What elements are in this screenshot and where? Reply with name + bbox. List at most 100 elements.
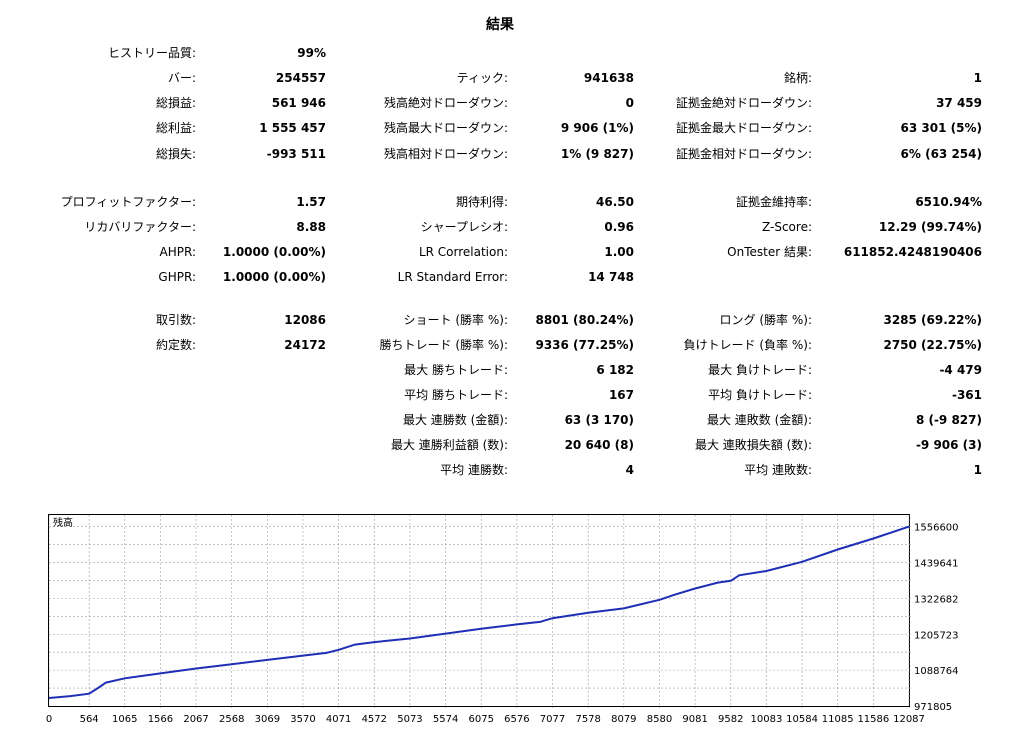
stat-value: -361 [951, 388, 982, 402]
stat-label: 残高相対ドローダウン: [383, 147, 508, 161]
stat-value: 12086 [284, 313, 326, 327]
x-tick-label: 6075 [469, 714, 494, 725]
stat-label: 残高最大ドローダウン: [383, 121, 508, 135]
stats-row: 総損失: -993 511 残高相対ドローダウン: 1% (9 827) 証拠金相対ドロ… [0, 145, 1024, 163]
y-tick-label: 1439641 [914, 559, 959, 570]
stat-label: 取引数: [155, 313, 196, 327]
report-title: 結果 [486, 17, 514, 33]
stats-row: 総損益: 561 946 残高絶対ドローダウン: 0 証拠金絶対ドローダウン: 37 45… [0, 94, 1024, 112]
stat-label: LR Standard Error: [397, 270, 508, 284]
stat-label: 総損失: [155, 147, 196, 161]
stats-row: 平均 連勝数: 4 平均 連敗数: 1 [0, 461, 1024, 479]
stat-label: 最大 連勝利益額 (数): [390, 438, 508, 452]
stat-value: 99% [297, 46, 326, 60]
stats-row: 取引数: 12086 ショート (勝率 %): 8801 (80.24%) ロング (勝… [0, 311, 1024, 329]
stat-label: 平均 負けトレード: [708, 388, 812, 402]
x-tick-label: 7578 [575, 714, 600, 725]
stats-row: GHPR: 1.0000 (0.00%) LR Standard Error: 14 … [0, 268, 1024, 286]
stat-value: 46.50 [596, 195, 634, 209]
stat-value: 1 555 457 [259, 121, 326, 135]
stat-value: 941638 [583, 71, 634, 85]
stat-value: 1.0000 (0.00%) [222, 270, 326, 284]
stat-value: -4 479 [939, 363, 982, 377]
stat-label: 最大 連勝数 (金額): [402, 413, 508, 427]
stats-row: ヒストリー品質: 99% [0, 44, 1024, 62]
stat-value: 37 459 [936, 96, 982, 110]
stat-value: 9 906 (1%) [560, 121, 634, 135]
stat-label: OnTester 結果: [727, 245, 812, 259]
stat-value: 1.57 [296, 195, 326, 209]
stats-row: 総利益: 1 555 457 残高最大ドローダウン: 9 906 (1%) 証拠金最大ド… [0, 119, 1024, 137]
stat-value: 1 [973, 463, 982, 477]
x-tick-label: 5073 [397, 714, 422, 725]
stat-label: LR Correlation: [418, 245, 508, 259]
stats-row: リカバリファクター: 8.88 シャープレシオ: 0.96 Z-Score: 12.29 … [0, 218, 1024, 236]
balance-chart: 残高 [48, 514, 911, 708]
stat-value: 1 [973, 71, 982, 85]
stat-value: 9336 (77.25%) [535, 338, 634, 352]
x-tick-label: 10584 [786, 714, 818, 725]
stat-value: 167 [608, 388, 634, 402]
stat-value: 20 640 (8) [564, 438, 634, 452]
stat-value: -993 511 [266, 147, 326, 161]
stat-label: リカバリファクター: [84, 220, 196, 234]
x-tick-label: 10083 [751, 714, 783, 725]
stat-label: バー: [167, 71, 196, 85]
stat-label: 最大 勝ちトレード: [404, 363, 508, 377]
stat-label: Z-Score: [762, 220, 812, 234]
x-tick-label: 1566 [148, 714, 173, 725]
stat-label: 平均 勝ちトレード: [404, 388, 508, 402]
stat-label: 負けトレード (負率 %): [683, 338, 812, 352]
stats-row: 約定数: 24172 勝ちトレード (勝率 %): 9336 (77.25%) 負けトレ… [0, 336, 1024, 354]
x-tick-label: 12087 [893, 714, 925, 725]
stat-value: 4 [625, 463, 634, 477]
x-tick-label: 1065 [112, 714, 137, 725]
stat-value: 63 301 (5%) [900, 121, 982, 135]
stat-value: 8801 (80.24%) [535, 313, 634, 327]
stats-row: 最大 勝ちトレード: 6 182 最大 負けトレード: -4 479 [0, 361, 1024, 379]
stat-value: 3285 (69.22%) [883, 313, 982, 327]
balance-series-line [49, 525, 910, 699]
stats-row: プロフィットファクター: 1.57 期待利得: 46.50 証拠金維持率: 6510.94… [0, 193, 1024, 211]
stat-label: 証拠金最大ドローダウン: [675, 121, 812, 135]
stat-value: 1% (9 827) [560, 147, 634, 161]
x-tick-label: 11586 [857, 714, 889, 725]
stat-value: 24172 [284, 338, 326, 352]
stat-label: AHPR: [159, 245, 196, 259]
stat-label: 総損益: [155, 96, 196, 110]
stat-label: 銘柄: [783, 71, 812, 85]
stats-row: AHPR: 1.0000 (0.00%) LR Correlation: 1.00 On… [0, 243, 1024, 261]
stat-value: 1.0000 (0.00%) [222, 245, 326, 259]
stat-label: 最大 連敗損失額 (数): [694, 438, 812, 452]
x-tick-label: 11085 [822, 714, 854, 725]
y-tick-label: 1205723 [914, 630, 959, 641]
x-tick-label: 2067 [183, 714, 208, 725]
x-tick-label: 9582 [718, 714, 743, 725]
stat-value: 8 (-9 827) [915, 413, 982, 427]
stat-value: 2750 (22.75%) [883, 338, 982, 352]
x-tick-label: 4572 [362, 714, 387, 725]
stat-value: 0.96 [604, 220, 634, 234]
stat-label: ヒストリー品質: [107, 46, 196, 60]
stat-label: 最大 負けトレード: [708, 363, 812, 377]
y-tick-label: 1088764 [914, 666, 959, 677]
stat-label: 勝ちトレード (勝率 %): [379, 338, 508, 352]
stat-label: プロフィットファクター: [60, 195, 196, 209]
stat-value: 561 946 [271, 96, 326, 110]
stat-label: 総利益: [155, 121, 196, 135]
stats-row: 最大 連勝数 (金額): 63 (3 170) 最大 連敗数 (金額): 8 (-9 … [0, 411, 1024, 429]
y-tick-label: 1322682 [914, 594, 959, 605]
chart-title: 残高 [53, 516, 73, 529]
stat-value: 0 [625, 96, 634, 110]
stat-value: 6% (63 254) [900, 147, 982, 161]
stat-label: GHPR: [158, 270, 196, 284]
x-tick-label: 0 [46, 714, 52, 725]
stat-value: 8.88 [296, 220, 326, 234]
stat-label: 残高絶対ドローダウン: [383, 96, 508, 110]
x-tick-label: 3069 [255, 714, 280, 725]
stat-value: 6 182 [596, 363, 634, 377]
stat-label: 約定数: [155, 338, 196, 352]
stats-row: バー: 254557 ティック: 941638 銘柄: 1 [0, 69, 1024, 87]
x-tick-label: 5574 [433, 714, 458, 725]
stat-label: ティック: [456, 71, 508, 85]
